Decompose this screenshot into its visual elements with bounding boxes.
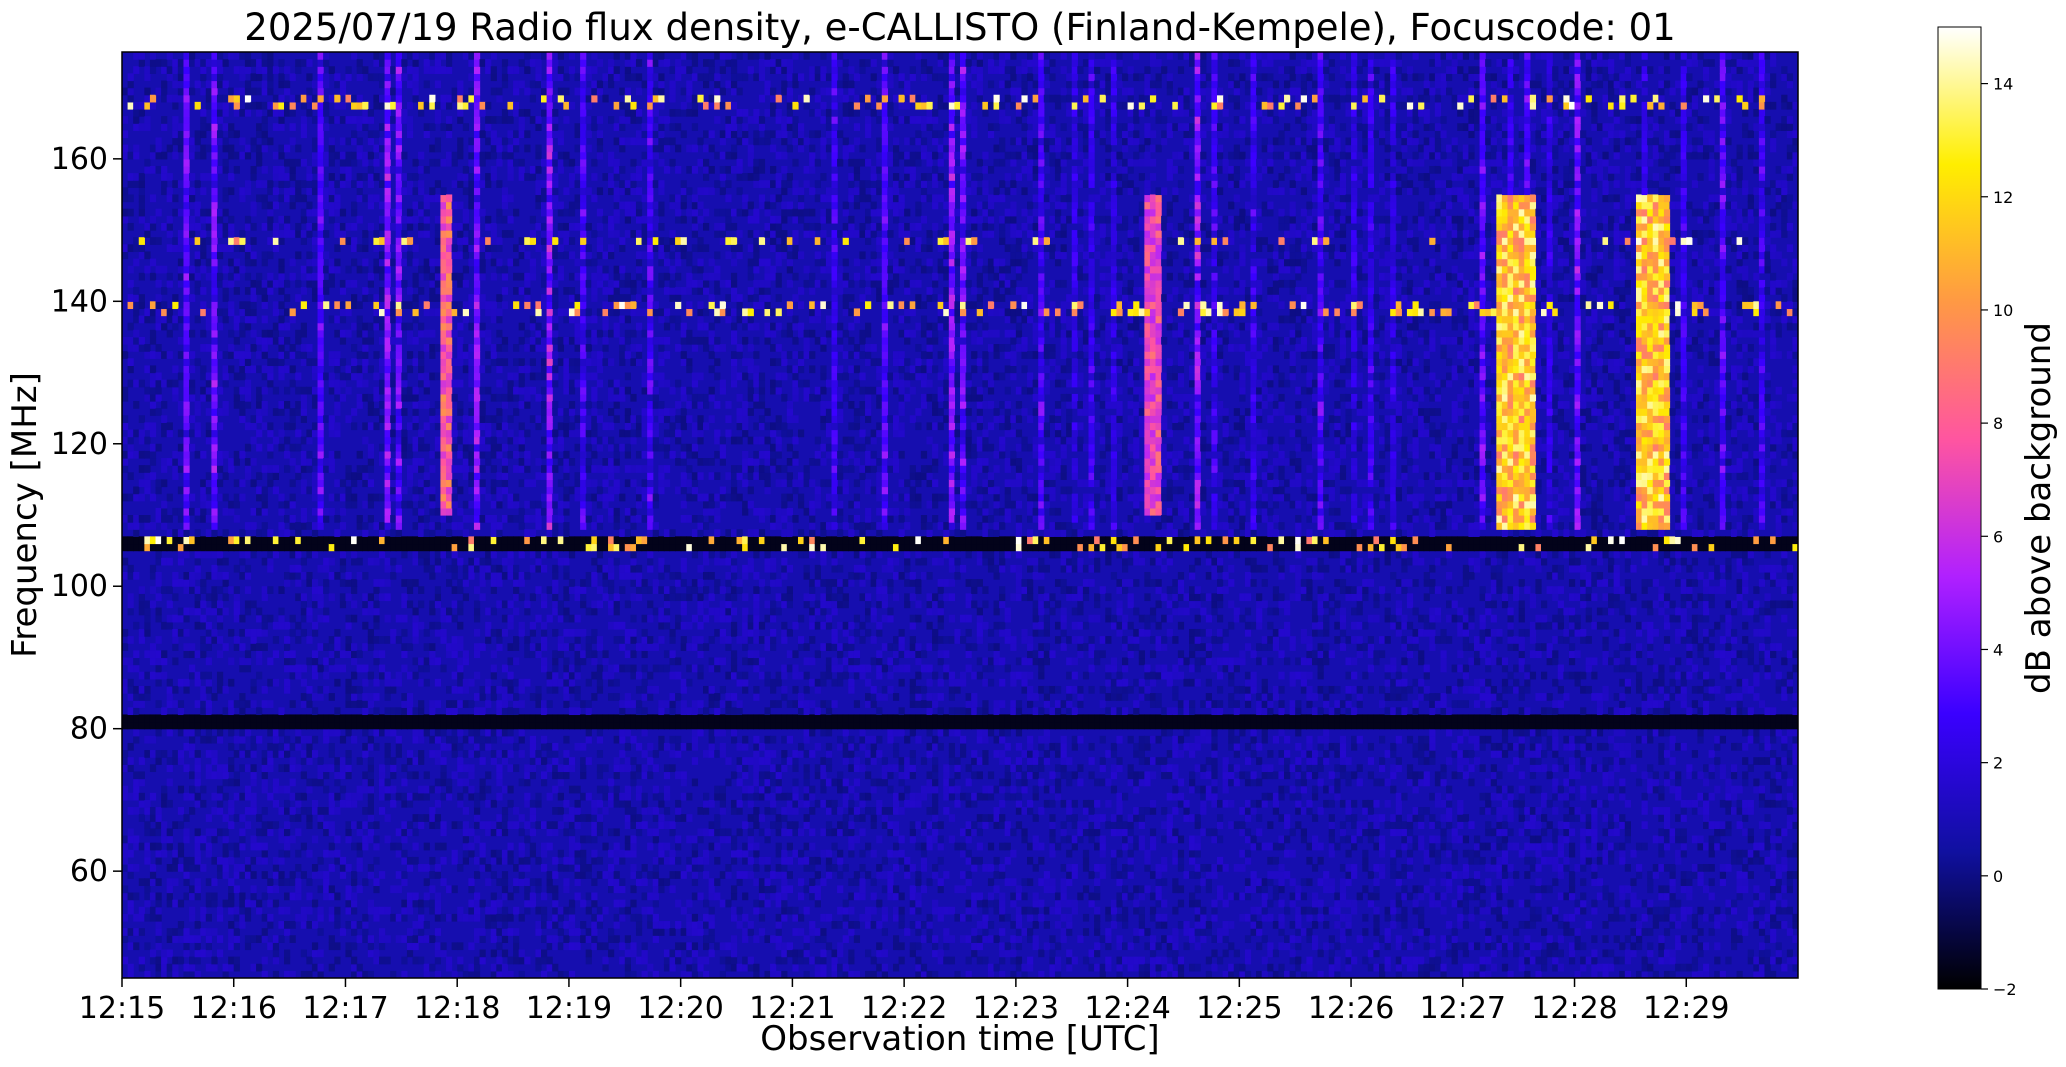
y-axis: 60 80 100 120 140 160	[51, 142, 122, 889]
chart-title: 2025/07/19 Radio flux density, e-CALLIST…	[244, 6, 1675, 49]
x-axis-label: Observation time [UTC]	[760, 1019, 1159, 1059]
x-tick-label: 12:16	[190, 991, 276, 1026]
colorbar: −2 0 2 4 6 8 10 12 14 dB above background	[1938, 27, 2059, 999]
colorbar-tick-label: 12	[1993, 188, 2013, 207]
y-tick-label: 120	[51, 427, 108, 462]
y-tick-label: 80	[70, 712, 108, 747]
colorbar-tick-label: 0	[1993, 867, 2003, 886]
x-tick-label: 12:26	[1308, 991, 1394, 1026]
y-tick-label: 100	[51, 569, 108, 604]
colorbar-gradient	[1938, 27, 1981, 989]
colorbar-tick-label: 2	[1993, 754, 2003, 773]
x-tick-label: 12:25	[1196, 991, 1282, 1026]
x-tick-label: 12:17	[302, 991, 388, 1026]
y-tick-label: 160	[51, 142, 108, 177]
colorbar-tick-label: 4	[1993, 640, 2003, 659]
x-tick-label: 12:19	[526, 991, 612, 1026]
colorbar-tick-label: 6	[1993, 527, 2003, 546]
colorbar-label: dB above background	[2019, 322, 2059, 694]
plot-area	[122, 52, 1799, 979]
x-tick-label: 12:27	[1420, 991, 1506, 1026]
y-axis-label: Frequency [MHz]	[5, 372, 45, 658]
x-tick-label: 12:20	[637, 991, 723, 1026]
x-tick-label: 12:29	[1643, 991, 1729, 1026]
y-tick-label: 140	[51, 284, 108, 319]
colorbar-tick-label: 14	[1993, 75, 2013, 94]
x-tick-label: 12:18	[414, 991, 500, 1026]
x-tick-label: 12:15	[79, 991, 165, 1026]
x-tick-label: 12:28	[1531, 991, 1617, 1026]
y-tick-label: 60	[70, 854, 108, 889]
colorbar-tick-label: −2	[1993, 980, 2017, 999]
colorbar-tick-label: 10	[1993, 301, 2013, 320]
colorbar-tick-label: 8	[1993, 414, 2003, 433]
